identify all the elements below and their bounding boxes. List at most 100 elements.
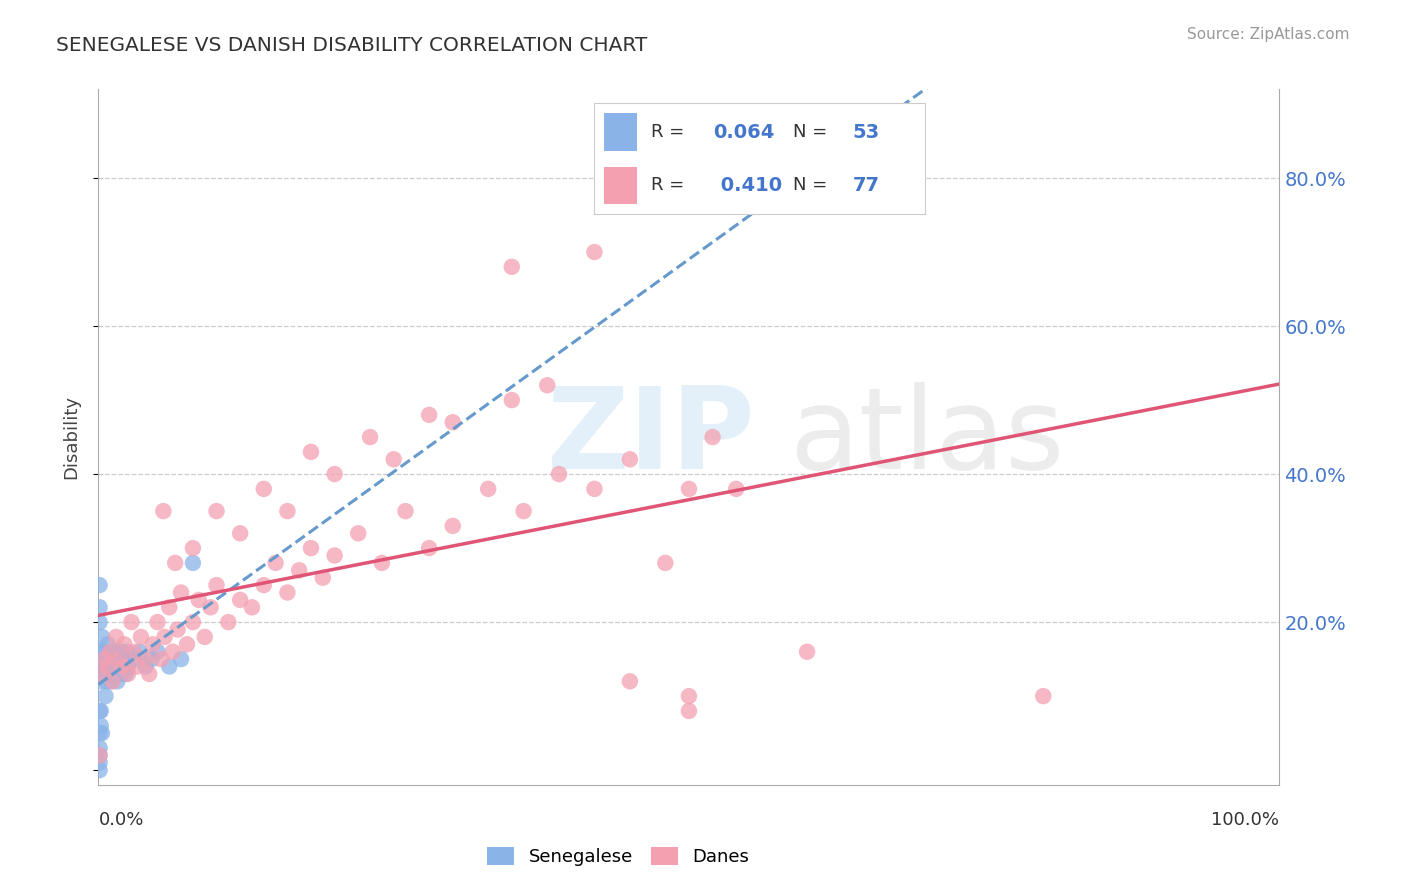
Point <box>89 741 111 756</box>
Point <box>105 674 128 689</box>
Point <box>181 541 204 555</box>
Point <box>104 667 127 681</box>
Point <box>89 748 111 763</box>
Point <box>138 667 160 681</box>
Point <box>678 689 700 703</box>
Point <box>312 571 335 585</box>
Point <box>146 645 169 659</box>
Point <box>441 519 464 533</box>
Point <box>101 674 124 689</box>
Point <box>371 556 394 570</box>
Text: ZIP: ZIP <box>547 382 755 492</box>
Point <box>129 630 152 644</box>
Point <box>107 652 129 666</box>
Point <box>299 541 322 555</box>
Point <box>98 659 121 673</box>
Point <box>98 667 121 681</box>
Text: Source: ZipAtlas.com: Source: ZipAtlas.com <box>1187 27 1350 42</box>
Point <box>583 245 606 260</box>
Point <box>157 659 180 673</box>
Point <box>90 645 112 659</box>
Point <box>702 430 724 444</box>
Y-axis label: Disability: Disability <box>62 395 80 479</box>
Point <box>619 674 641 689</box>
Point <box>135 659 157 673</box>
Point <box>97 659 120 673</box>
Point <box>89 578 111 592</box>
Point <box>89 748 111 763</box>
Point <box>105 645 128 659</box>
Point <box>276 585 298 599</box>
Point <box>152 504 174 518</box>
Point <box>90 704 112 718</box>
Point <box>165 556 187 570</box>
Point <box>122 652 145 666</box>
Point <box>619 452 641 467</box>
Point <box>205 578 228 592</box>
Point <box>150 652 173 666</box>
Point <box>111 659 134 673</box>
Point <box>112 637 135 651</box>
Text: 0.0%: 0.0% <box>98 811 143 829</box>
Point <box>97 652 120 666</box>
Point <box>264 556 287 570</box>
Point <box>394 504 416 518</box>
Point <box>89 659 111 673</box>
Point <box>91 630 114 644</box>
Point <box>90 719 112 733</box>
Point <box>89 763 111 777</box>
Point <box>108 652 131 666</box>
Point <box>477 482 499 496</box>
Point <box>229 526 252 541</box>
Point <box>98 645 121 659</box>
Point <box>93 645 115 659</box>
Legend: Senegalese, Danes: Senegalese, Danes <box>479 839 756 873</box>
Point <box>240 600 263 615</box>
Point <box>359 430 381 444</box>
Point <box>654 556 676 570</box>
Point <box>146 615 169 629</box>
Point <box>89 615 111 629</box>
Point <box>253 578 276 592</box>
Point <box>90 667 112 681</box>
Point <box>725 482 748 496</box>
Point <box>153 630 176 644</box>
Point <box>512 504 534 518</box>
Point <box>101 652 124 666</box>
Point <box>114 667 136 681</box>
Point <box>115 645 138 659</box>
Point <box>501 393 523 408</box>
Point <box>229 593 252 607</box>
Point <box>93 659 115 673</box>
Point <box>111 645 134 659</box>
Point <box>441 415 464 429</box>
Point <box>418 408 440 422</box>
Point <box>100 674 122 689</box>
Point <box>91 667 114 681</box>
Point <box>382 452 405 467</box>
Point <box>162 645 184 659</box>
Text: SENEGALESE VS DANISH DISABILITY CORRELATION CHART: SENEGALESE VS DANISH DISABILITY CORRELAT… <box>56 36 648 54</box>
Point <box>288 563 311 577</box>
Text: atlas: atlas <box>789 382 1064 492</box>
Point <box>93 652 115 666</box>
Point <box>678 704 700 718</box>
Point <box>91 674 114 689</box>
Point <box>548 467 571 481</box>
Point <box>181 556 204 570</box>
Point <box>323 467 346 481</box>
Point <box>176 637 198 651</box>
Point <box>501 260 523 274</box>
Point <box>418 541 440 555</box>
Point <box>170 585 193 599</box>
Point <box>89 756 111 770</box>
Point <box>108 659 131 673</box>
Point <box>536 378 558 392</box>
Point <box>94 667 117 681</box>
Point <box>98 645 121 659</box>
Point <box>112 659 135 673</box>
Point <box>323 549 346 563</box>
Point <box>91 659 114 673</box>
Point <box>128 645 150 659</box>
Point <box>678 482 700 496</box>
